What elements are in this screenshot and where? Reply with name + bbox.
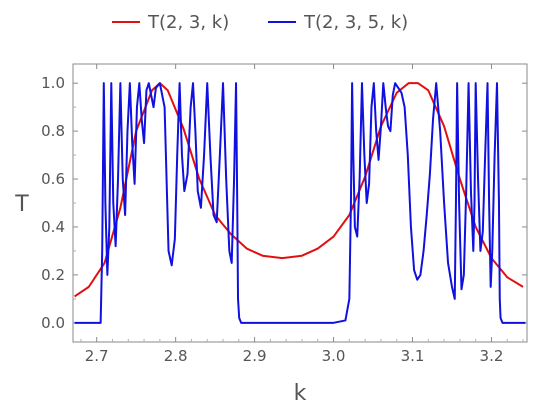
legend: T(2, 3, k) T(2, 3, 5, k)	[112, 12, 408, 33]
y-tick-label: 1.0	[41, 74, 65, 92]
y-tick-label: 0.2	[41, 266, 65, 284]
legend-label-1: T(2, 3, 5, k)	[303, 12, 408, 33]
x-tick-label: 2.7	[85, 347, 109, 365]
y-tick-label: 0.8	[41, 122, 65, 140]
x-tick-label: 3.1	[401, 347, 425, 365]
x-axis-title: k	[294, 381, 307, 406]
series-line-1	[74, 82, 526, 324]
y-tick-label: 0.6	[41, 170, 65, 188]
y-tick-label: 0.4	[41, 218, 65, 236]
x-tick-label: 3.2	[480, 347, 504, 365]
x-tick-label: 2.8	[164, 347, 188, 365]
y-tick-label: 0.0	[41, 314, 65, 332]
legend-label-0: T(2, 3, k)	[147, 12, 229, 33]
x-tick-label: 2.9	[243, 347, 267, 365]
y-axis-title: T	[14, 192, 29, 217]
x-tick-label: 3.0	[322, 347, 346, 365]
series-lines	[74, 82, 526, 324]
axis-ticks: 2.7 2.8 2.9 3.0 3.1 3.2 0.0 0.2 0.4 0.6 0.8 1.0	[41, 64, 527, 365]
series-line-0	[74, 82, 524, 298]
